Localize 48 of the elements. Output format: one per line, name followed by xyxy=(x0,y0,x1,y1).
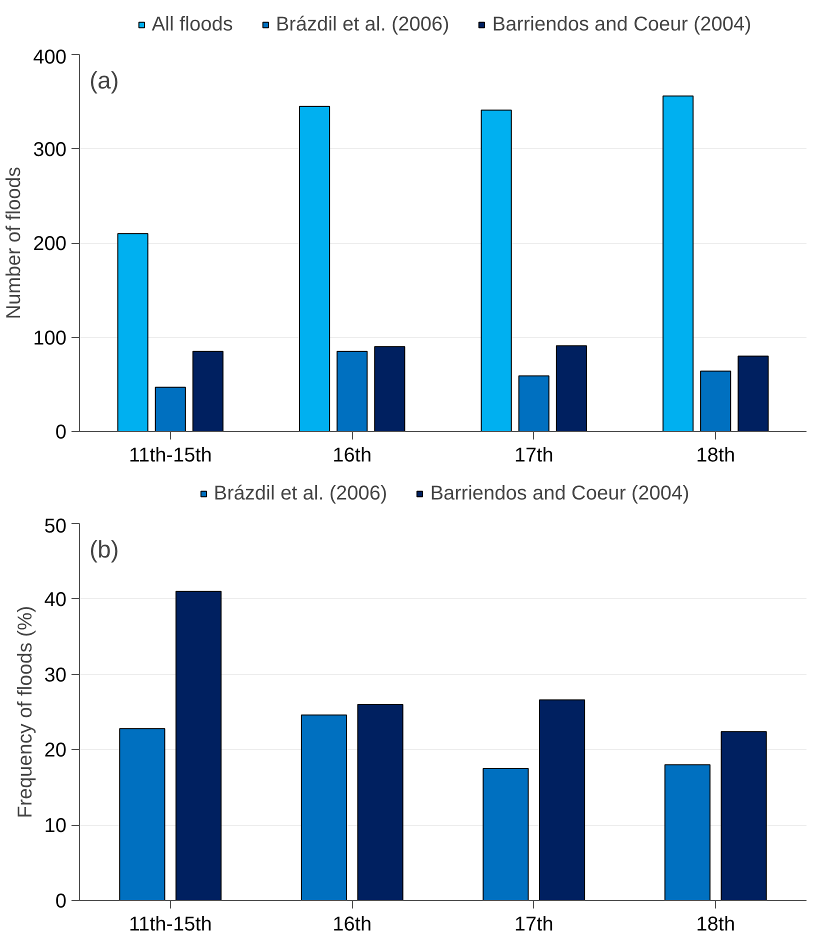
bar xyxy=(738,356,769,432)
bar xyxy=(700,370,732,432)
y-tick-label: 100 xyxy=(33,327,67,350)
bar xyxy=(518,375,550,432)
x-tick-label: 17th xyxy=(514,914,554,936)
x-tick-label: 16th xyxy=(332,914,372,936)
bar xyxy=(480,110,512,432)
bar xyxy=(299,106,330,432)
bar xyxy=(539,699,586,900)
y-tick-label: 50 xyxy=(44,516,67,538)
y-tick-label: 20 xyxy=(44,740,67,762)
legend-label: Brázdil et al. (2006) xyxy=(214,482,388,505)
bar xyxy=(119,728,166,900)
bar xyxy=(176,590,222,900)
bar xyxy=(357,704,404,900)
y-tick-label: 10 xyxy=(44,815,67,838)
legend-label: Barriendos and Coeur (2004) xyxy=(492,13,752,36)
bar xyxy=(664,764,710,900)
bar xyxy=(117,233,148,432)
annotation: (b) xyxy=(90,536,119,564)
bar xyxy=(300,714,347,900)
x-tick-label: 18th xyxy=(696,444,736,466)
bar xyxy=(154,386,186,432)
x-tick-label: 11th-15th xyxy=(128,914,212,936)
y-axis-title: Frequency of floods (%) xyxy=(14,606,36,818)
y-tick-label: 40 xyxy=(44,588,67,611)
y-axis-title: Number of floods xyxy=(3,166,26,320)
legend-label: Barriendos and Coeur (2004) xyxy=(430,482,690,505)
y-tick-label: 300 xyxy=(33,138,67,161)
x-tick-label: 18th xyxy=(696,914,736,936)
y-tick-label: 200 xyxy=(33,233,67,255)
y-tick-label: 0 xyxy=(55,890,66,912)
x-tick-label: 17th xyxy=(514,444,554,466)
y-tick-label: 30 xyxy=(44,664,67,686)
bar xyxy=(336,350,368,432)
bar xyxy=(192,350,224,432)
x-tick-label: 16th xyxy=(332,444,372,466)
legend-label: All floods xyxy=(152,13,233,36)
annotation: (a) xyxy=(90,68,119,94)
bar xyxy=(482,768,529,900)
bar xyxy=(556,345,587,432)
y-tick-label: 0 xyxy=(55,422,66,444)
bar xyxy=(720,731,767,900)
bar xyxy=(662,95,694,432)
x-tick-label: 11th-15th xyxy=(128,444,212,466)
bar xyxy=(374,346,406,432)
legend-label: Brázdil et al. (2006) xyxy=(276,13,450,36)
y-tick-label: 400 xyxy=(33,46,67,68)
